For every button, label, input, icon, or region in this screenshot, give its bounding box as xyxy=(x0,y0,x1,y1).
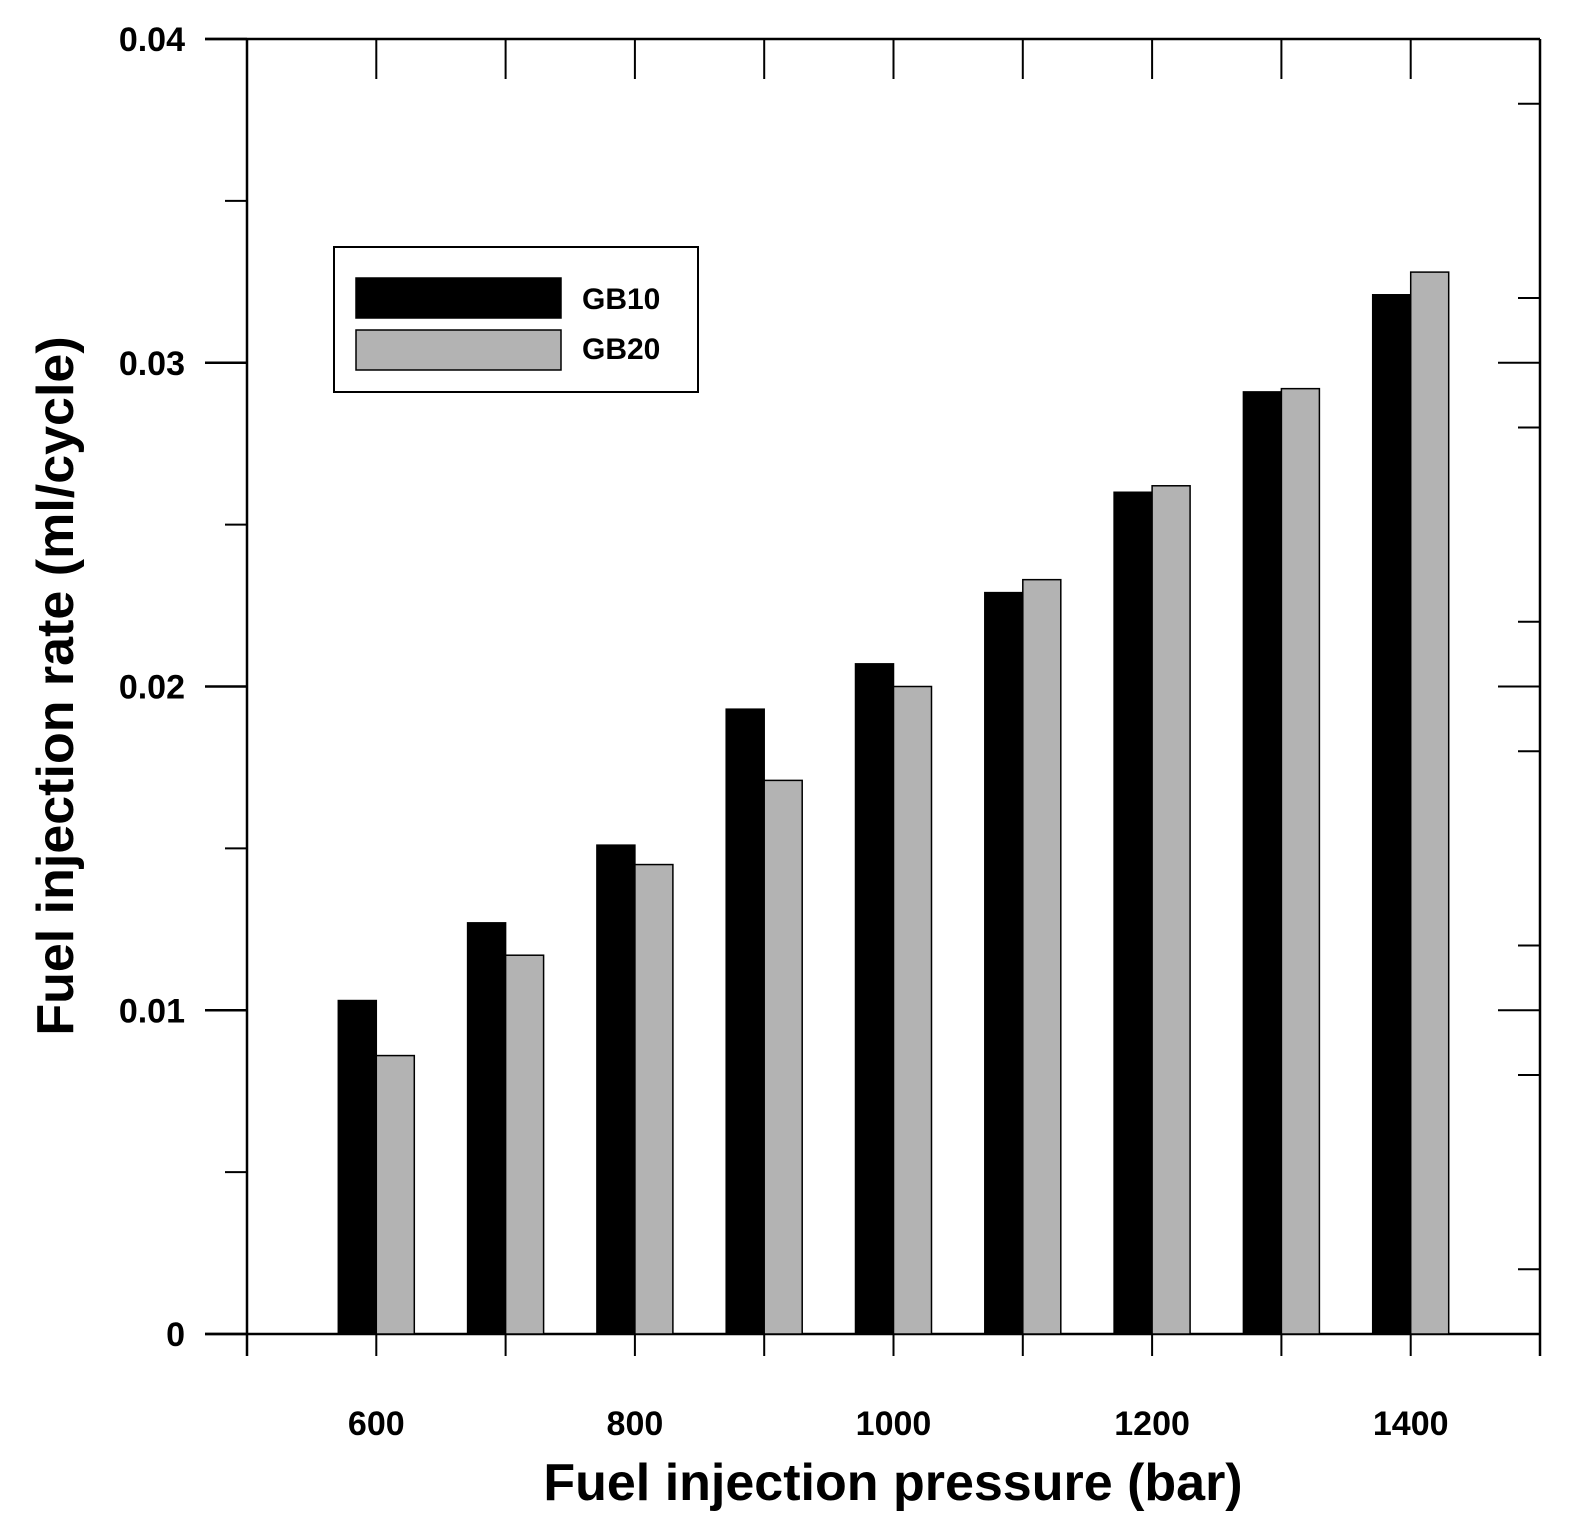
bar-gb10-1000 xyxy=(854,663,895,1335)
bar-gb20-800 xyxy=(634,863,674,1335)
bar-gb20-1300 xyxy=(1280,387,1321,1335)
bar-gb10-1100 xyxy=(984,591,1024,1335)
bar-gb10-700 xyxy=(466,922,507,1335)
legend-label-gb10: GB10 xyxy=(582,283,660,316)
bars xyxy=(337,271,1450,1335)
y-tick-label: 0.01 xyxy=(119,992,185,1030)
bar-gb20-700 xyxy=(504,954,545,1335)
ticks: 0 0.01 0.02 0.03 0.04 600 800 1000 1200 1400 xyxy=(119,21,1541,1443)
legend-label-gb20: GB20 xyxy=(582,333,660,366)
y-tick-label: 0 xyxy=(166,1316,185,1354)
y-tick-label: 0.04 xyxy=(119,21,185,59)
x-tick-label: 1200 xyxy=(1114,1405,1190,1443)
x-tick-label: 600 xyxy=(348,1405,405,1443)
legend: GB10 GB20 xyxy=(333,246,699,393)
y-axis-title: Fuel injection rate (ml/cycle) xyxy=(27,336,85,1035)
bar-gb20-1200 xyxy=(1151,485,1191,1335)
bar-gb10-900 xyxy=(725,708,765,1335)
bar-gb20-1400 xyxy=(1409,271,1450,1335)
x-tick-label: 800 xyxy=(607,1405,664,1443)
bar-gb20-1000 xyxy=(892,685,933,1335)
bar-gb10-800 xyxy=(596,844,636,1335)
x-tick-label: 1000 xyxy=(856,1405,932,1443)
bar-gb10-1200 xyxy=(1113,491,1153,1335)
y-tick-label: 0.03 xyxy=(119,345,185,383)
bar-gb20-900 xyxy=(763,779,803,1335)
x-axis-title: Fuel injection pressure (bar) xyxy=(543,1454,1242,1512)
bar-gb10-600 xyxy=(337,999,378,1335)
bar-gb20-1100 xyxy=(1022,578,1062,1335)
bar-gb10-1300 xyxy=(1242,391,1283,1335)
legend-swatch-gb10 xyxy=(355,277,562,319)
x-tick-label: 1400 xyxy=(1373,1405,1449,1443)
legend-swatch-gb20 xyxy=(355,329,562,371)
bar-gb10-1400 xyxy=(1371,294,1412,1335)
bar-gb20-600 xyxy=(375,1054,416,1335)
y-tick-label: 0.02 xyxy=(119,669,185,707)
